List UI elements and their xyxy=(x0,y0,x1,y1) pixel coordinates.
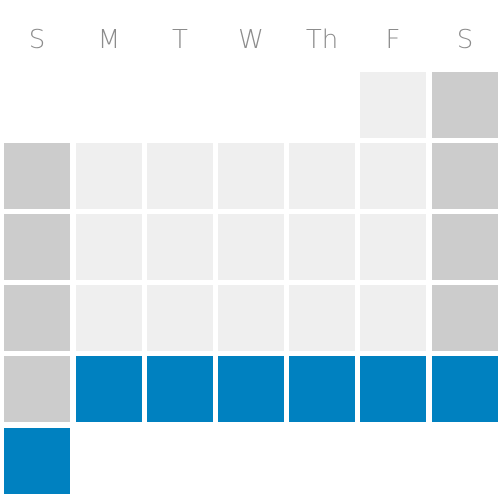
day-cell-selected[interactable] xyxy=(4,428,70,494)
day-cell-weekday[interactable] xyxy=(218,285,284,351)
day-cell-weekday[interactable] xyxy=(147,214,213,280)
day-cell-weekday[interactable] xyxy=(289,214,355,280)
day-cell-selected[interactable] xyxy=(432,356,498,422)
day-cell-weekday[interactable] xyxy=(76,214,142,280)
day-cell-weekday[interactable] xyxy=(218,214,284,280)
weekday-header-monday: M xyxy=(97,25,121,55)
weekday-header-thursday: Th xyxy=(305,25,339,55)
day-cell-weekday[interactable] xyxy=(289,143,355,209)
day-cell-weekend[interactable] xyxy=(432,143,498,209)
day-cell-weekday[interactable] xyxy=(289,285,355,351)
weekday-header-wednesday: W xyxy=(238,25,264,55)
weekday-header-friday: F xyxy=(385,25,401,55)
day-cell-selected[interactable] xyxy=(147,356,213,422)
day-cell-weekday[interactable] xyxy=(360,214,426,280)
day-cell-weekday[interactable] xyxy=(360,285,426,351)
day-cell-weekday[interactable] xyxy=(76,143,142,209)
day-cell-weekend[interactable] xyxy=(432,214,498,280)
day-cell-selected[interactable] xyxy=(218,356,284,422)
day-cell-weekday[interactable] xyxy=(218,143,284,209)
day-cell-weekday[interactable] xyxy=(360,72,426,138)
day-cell-weekend[interactable] xyxy=(4,285,70,351)
day-cell-weekend[interactable] xyxy=(432,285,498,351)
day-cell-weekend[interactable] xyxy=(432,72,498,138)
day-cell-selected[interactable] xyxy=(360,356,426,422)
day-cell-weekend[interactable] xyxy=(4,356,70,422)
day-cell-weekend[interactable] xyxy=(4,214,70,280)
day-cell-selected[interactable] xyxy=(289,356,355,422)
day-cell-weekday[interactable] xyxy=(147,285,213,351)
day-cell-weekday[interactable] xyxy=(76,285,142,351)
weekday-header-saturday: S xyxy=(456,25,474,55)
weekday-header-sunday: S xyxy=(28,25,46,55)
day-cell-weekday[interactable] xyxy=(147,143,213,209)
weekday-header-tuesday: T xyxy=(172,25,188,55)
day-cell-selected[interactable] xyxy=(76,356,142,422)
day-cell-weekend[interactable] xyxy=(4,143,70,209)
day-cell-weekday[interactable] xyxy=(360,143,426,209)
